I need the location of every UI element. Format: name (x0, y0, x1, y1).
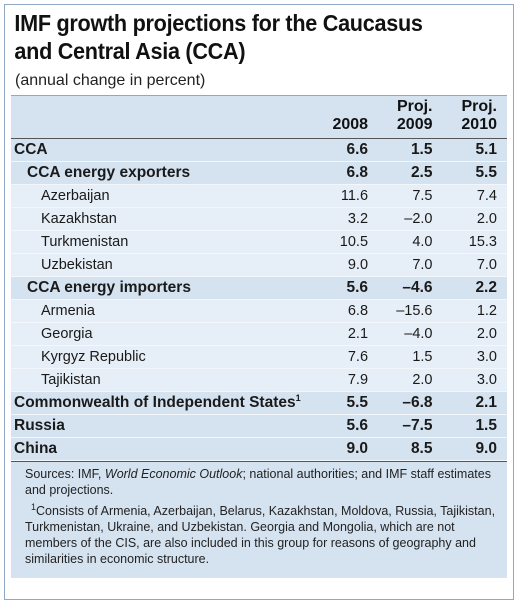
value-2008: 7.9 (313, 368, 379, 392)
figure-title: IMF growth projections for the Caucasus … (5, 5, 513, 65)
row-label: China (11, 437, 314, 461)
table-row: Kyrgyz Republic 7.6 1.5 3.0 (11, 345, 507, 369)
value-2008: 6.8 (313, 299, 379, 323)
value-2009: 2.0 (378, 368, 443, 392)
table-header-row: 2008 Proj. 2009 Proj. 2010 (11, 96, 507, 139)
table-row: Russia 5.6 –7.5 1.5 (11, 414, 507, 438)
title-line-2: and Central Asia (CCA) (14, 38, 246, 64)
header-proj-2010: Proj. 2010 (461, 98, 497, 133)
header-proj-2009: Proj. 2009 (396, 98, 433, 133)
value-2010: 2.2 (442, 276, 507, 300)
value-2008: 5.6 (313, 276, 379, 300)
table-notes: Sources: IMF, World Economic Outlook; na… (11, 461, 507, 578)
title-line-1: IMF growth projections for the Caucasus (14, 10, 423, 36)
value-2009: –15.6 (378, 299, 443, 323)
footnote-text: 1Consists of Armenia, Azerbaijan, Belaru… (25, 501, 499, 567)
sources-note: Sources: IMF, World Economic Outlook; na… (25, 466, 499, 498)
units-subtitle: (annual change in percent) (15, 72, 206, 89)
header-label-cell (11, 96, 314, 139)
value-2009: –2.0 (378, 207, 443, 231)
value-2009: –4.0 (378, 322, 443, 346)
table-row: Azerbaijan 11.6 7.5 7.4 (11, 184, 507, 208)
row-label: Uzbekistan (11, 253, 314, 277)
table-row: CCA energy exporters 6.8 2.5 5.5 (11, 161, 507, 185)
row-label: CCA energy importers (11, 276, 314, 300)
table-row: CCA 6.6 1.5 5.1 (11, 138, 507, 162)
value-2010: 1.2 (442, 299, 507, 323)
value-2009: 8.5 (378, 437, 443, 461)
value-2008: 6.6 (313, 138, 379, 162)
value-2010: 3.0 (442, 345, 507, 369)
value-2008: 5.5 (313, 391, 379, 415)
value-2009: 2.5 (378, 161, 443, 185)
value-2010: 5.1 (442, 138, 507, 162)
value-2010: 3.0 (442, 368, 507, 392)
value-2008: 9.0 (313, 253, 379, 277)
table-row: Armenia 6.8 –15.6 1.2 (11, 299, 507, 323)
value-2010: 2.1 (442, 391, 507, 415)
table-row: CCA energy importers 5.6 –4.6 2.2 (11, 276, 507, 300)
row-label: CCA (11, 138, 314, 162)
value-2008: 3.2 (313, 207, 379, 231)
value-2010: 2.0 (442, 322, 507, 346)
figure-box: IMF growth projections for the Caucasus … (4, 4, 514, 600)
value-2010: 2.0 (442, 207, 507, 231)
value-2010: 15.3 (442, 230, 507, 254)
sources-suffix: ; national authorities; and IMF staff es… (25, 467, 491, 497)
table-row: Georgia 2.1 –4.0 2.0 (11, 322, 507, 346)
value-2008: 7.6 (313, 345, 379, 369)
value-2009: 7.5 (378, 184, 443, 208)
value-2009: 7.0 (378, 253, 443, 277)
table-row: China 9.0 8.5 9.0 (11, 437, 507, 461)
table-row: Commonwealth of Independent States1 5.5 … (11, 391, 507, 415)
value-2009: 4.0 (378, 230, 443, 254)
value-2008: 10.5 (313, 230, 379, 254)
footnote-body: Consists of Armenia, Azerbaijan, Belarus… (25, 504, 496, 566)
value-2009: –4.6 (378, 276, 443, 300)
row-label: Kazakhstan (11, 207, 314, 231)
row-label: Azerbaijan (11, 184, 314, 208)
row-label: Russia (11, 414, 314, 438)
value-2010: 7.4 (442, 184, 507, 208)
footnote-reference: 1 (295, 392, 301, 403)
sources-publication: World Economic Outlook (104, 467, 243, 481)
value-2010: 7.0 (442, 253, 507, 277)
value-2008: 11.6 (313, 184, 379, 208)
table-row: Tajikistan 7.9 2.0 3.0 (11, 368, 507, 392)
header-2008: 2008 (332, 116, 369, 133)
table-row: Kazakhstan 3.2 –2.0 2.0 (11, 207, 507, 231)
row-label: Commonwealth of Independent States1 (11, 391, 314, 415)
value-2009: –7.5 (378, 414, 443, 438)
value-2010: 5.5 (442, 161, 507, 185)
value-2009: 1.5 (378, 345, 443, 369)
projection-table-container: 2008 Proj. 2009 Proj. 2010 CCA 6.6 1.5 5.1… (11, 95, 507, 578)
row-label: Tajikistan (11, 368, 314, 392)
row-label-text: Commonwealth of Independent States (14, 394, 296, 411)
row-label: Armenia (11, 299, 314, 323)
value-2008: 9.0 (313, 437, 379, 461)
value-2008: 6.8 (313, 161, 379, 185)
projection-table: 2008 Proj. 2009 Proj. 2010 CCA 6.6 1.5 5.1… (11, 96, 507, 461)
value-2010: 9.0 (442, 437, 507, 461)
sources-prefix: Sources: IMF, (25, 467, 105, 481)
row-label: Turkmenistan (11, 230, 314, 254)
table-row: Turkmenistan 10.5 4.0 15.3 (11, 230, 507, 254)
value-2008: 2.1 (313, 322, 379, 346)
value-2009: 1.5 (378, 138, 443, 162)
value-2009: –6.8 (378, 391, 443, 415)
value-2008: 5.6 (313, 414, 379, 438)
row-label: CCA energy exporters (11, 161, 314, 185)
footnote-mark: 1 (31, 501, 37, 512)
row-label: Kyrgyz Republic (11, 345, 314, 369)
value-2010: 1.5 (442, 414, 507, 438)
row-label: Georgia (11, 322, 314, 346)
table-row: Uzbekistan 9.0 7.0 7.0 (11, 253, 507, 277)
